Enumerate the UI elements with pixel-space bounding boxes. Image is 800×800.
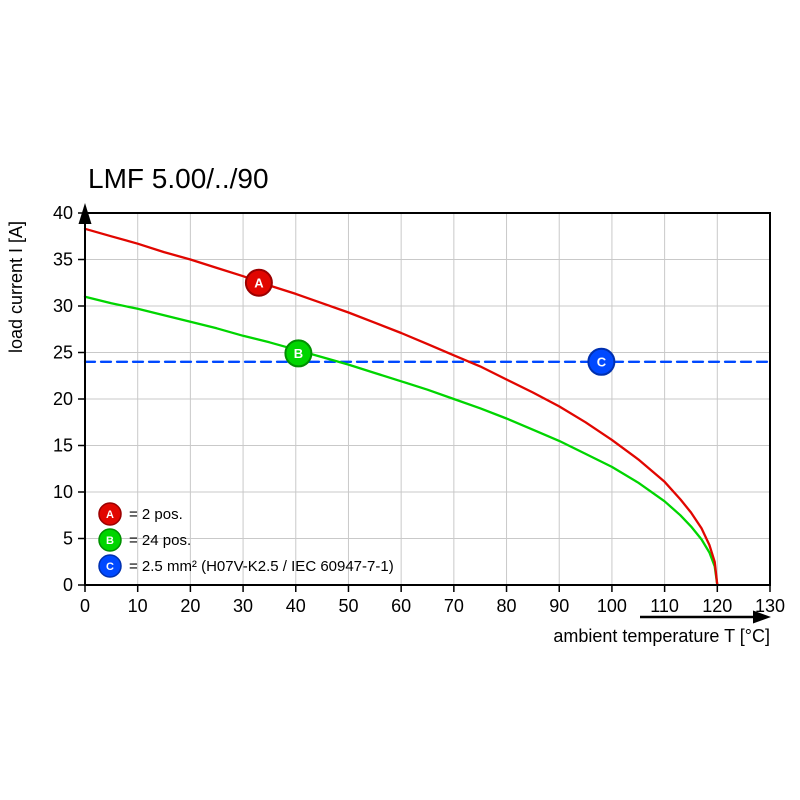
legend-circle-C <box>98 554 122 578</box>
x-tick-label: 30 <box>233 596 253 616</box>
marker-letter-A: A <box>254 275 264 290</box>
x-tick-label: 60 <box>391 596 411 616</box>
legend-label-C: = 2.5 mm² (H07V-K2.5 / IEC 60947-7-1) <box>129 558 394 575</box>
curves <box>83 227 772 587</box>
curve-A <box>83 227 719 587</box>
legend-letter-C: C <box>106 561 114 573</box>
legend-label-B: = 24 pos. <box>129 532 191 549</box>
x-tick-label: 10 <box>128 596 148 616</box>
x-tick-label: 120 <box>702 596 732 616</box>
legend-letter-B: B <box>106 535 114 547</box>
x-tick-label: 20 <box>180 596 200 616</box>
x-tick-label: 40 <box>286 596 306 616</box>
x-axis-arrow-icon <box>753 610 771 624</box>
axis-ticks: 0 10 20 30 40 50 60 70 80 90 100 110 120 130 0 5 10 15 20 2… <box>53 203 785 616</box>
legend-letter-A: A <box>106 509 114 521</box>
x-tick-label: 50 <box>338 596 358 616</box>
marker-circle-A <box>244 268 273 297</box>
y-tick-label: 25 <box>53 343 73 363</box>
y-tick-label: 20 <box>53 389 73 409</box>
x-axis-label: ambient temperature T [°C] <box>553 626 770 646</box>
x-tick-label: 0 <box>80 596 90 616</box>
chart-title: LMF 5.00/../90 <box>88 163 269 194</box>
y-axis-arrow-icon <box>78 203 92 224</box>
y-tick-label: 0 <box>63 575 73 595</box>
x-tick-label: 80 <box>497 596 517 616</box>
y-tick-label: 30 <box>53 296 73 316</box>
x-tick-label: 70 <box>444 596 464 616</box>
marker-letter-C: C <box>597 354 607 369</box>
x-tick-label: 100 <box>597 596 627 616</box>
legend-label-A: = 2 pos. <box>129 506 183 523</box>
y-tick-label: 15 <box>53 436 73 456</box>
y-tick-label: 5 <box>63 529 73 549</box>
y-tick-label: 10 <box>53 482 73 502</box>
y-axis-label: load current I [A] <box>6 221 26 353</box>
x-tick-label: 130 <box>755 596 785 616</box>
y-tick-label: 35 <box>53 250 73 270</box>
x-tick-label: 110 <box>650 596 679 616</box>
grid-lines <box>84 212 771 586</box>
legend-circle-B <box>98 528 122 552</box>
curve-markers: A B C <box>244 268 616 376</box>
legend-circle-A <box>98 502 122 526</box>
marker-circle-C <box>587 347 616 376</box>
legend: A = 2 pos. B = 24 pos. C = 2.5 mm² (H07V-K2.5… <box>98 502 394 578</box>
marker-letter-B: B <box>294 346 303 361</box>
x-tick-label: 90 <box>549 596 569 616</box>
y-tick-label: 40 <box>53 203 73 223</box>
curve-B <box>83 295 719 587</box>
marker-circle-B <box>284 339 313 368</box>
